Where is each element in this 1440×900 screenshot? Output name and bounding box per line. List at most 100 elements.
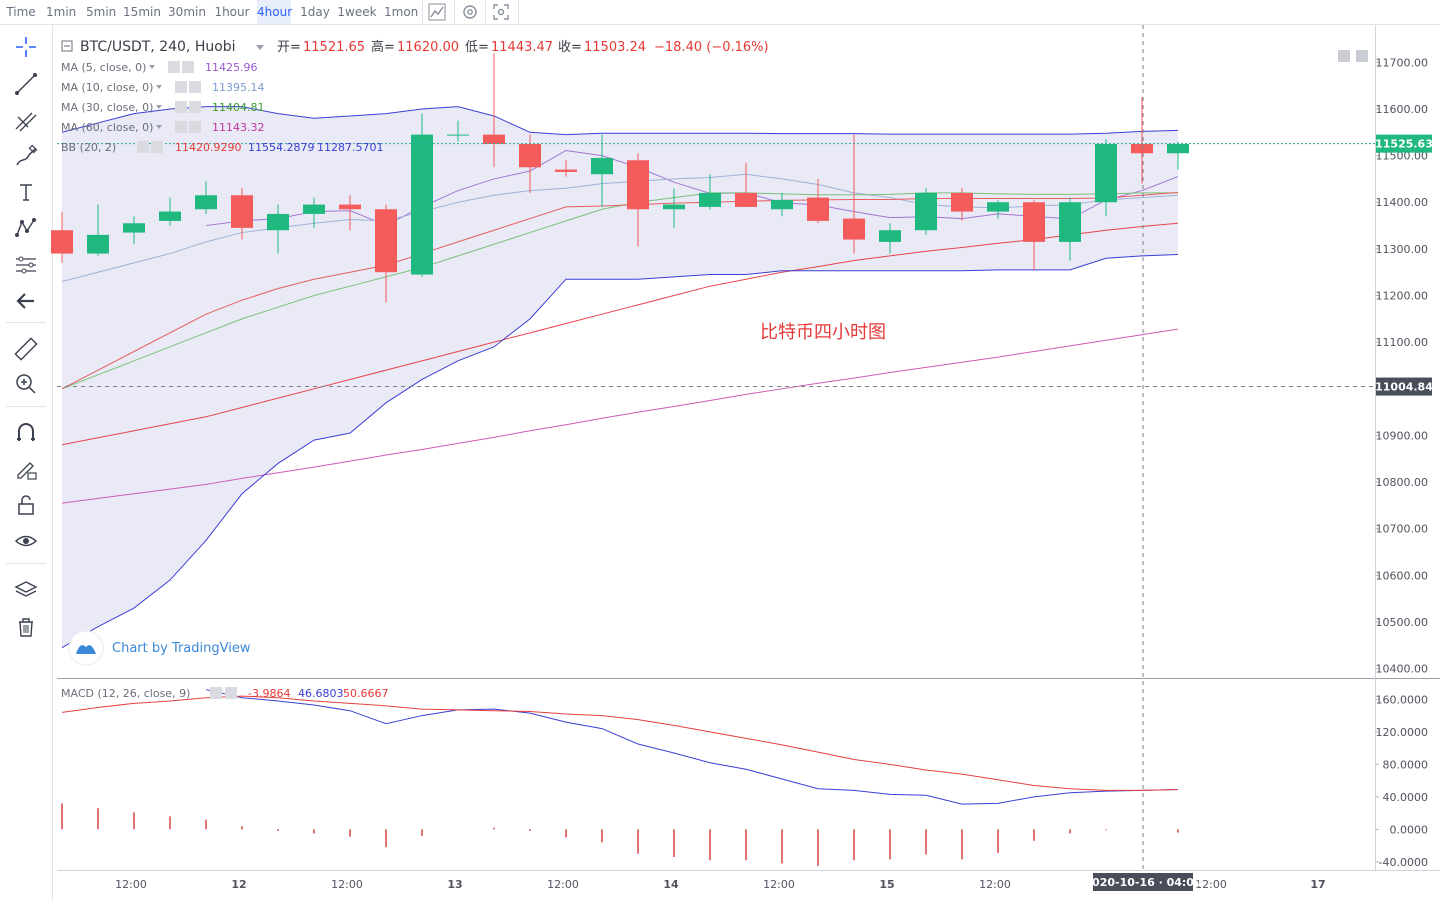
text-tool-icon[interactable] [12,178,40,206]
timeframe-1week[interactable]: 1week [337,5,377,19]
timeframe-4hour[interactable]: 4hour [257,0,292,24]
scale-down-icon[interactable] [1338,50,1350,62]
candle-body[interactable] [1059,202,1081,242]
timeframe-15min[interactable]: 15min [123,5,161,19]
indicator-chevron-icon[interactable] [156,105,162,109]
unlock-icon[interactable] [12,491,40,519]
lock-drawing-icon[interactable] [12,455,40,483]
candle-body[interactable] [51,230,73,254]
candle-body[interactable] [1023,202,1045,242]
candle-body[interactable] [159,211,181,221]
bb-basis-line [61,191,1179,390]
candle-body[interactable] [879,230,901,242]
candle-body[interactable] [375,209,397,273]
candle-body[interactable] [627,160,649,210]
candle-body[interactable] [195,195,217,210]
bb-settings-icon[interactable] [137,141,149,153]
time-tick-label: 12:00 [763,878,795,891]
candle-body[interactable] [843,218,865,240]
candle-body[interactable] [663,204,685,210]
macd-settings-icon[interactable] [210,687,222,699]
candle-body[interactable] [1095,143,1117,203]
indicator-remove-icon[interactable] [189,81,201,93]
indicator-value: 11143.32 [212,121,265,134]
bb-remove-icon[interactable] [151,141,163,153]
crosshair-icon[interactable] [12,33,40,61]
back-arrow-icon[interactable] [12,287,40,315]
zoom-in-icon[interactable] [12,370,40,398]
magnet-icon[interactable] [12,419,40,447]
candle-body[interactable] [87,234,109,254]
candle-body[interactable] [951,192,973,212]
candle-body[interactable] [303,204,325,214]
candle-body[interactable] [1167,143,1189,154]
eye-icon[interactable] [12,527,40,555]
indicator-settings-icon[interactable] [175,81,187,93]
candle-body[interactable] [915,192,937,231]
indicator-remove-icon[interactable] [189,121,201,133]
candle-body[interactable] [123,223,145,233]
tradingview-watermark[interactable]: Chart by TradingView [112,641,251,656]
settings-icon[interactable] [460,2,480,22]
price-tick-label: 11600.00 [1376,103,1429,116]
brush-icon[interactable] [12,143,40,171]
plot-area [57,25,1375,870]
candle-body[interactable] [447,134,469,136]
indicator-remove-icon[interactable] [182,61,194,73]
timeframe-30min[interactable]: 30min [168,5,206,19]
candle-body[interactable] [807,197,829,221]
timeframe-1hour[interactable]: 1hour [214,5,250,19]
time-tick-label: 12:00 [331,878,363,891]
timeframe-5min[interactable]: 5min [86,5,117,19]
price-tick-label: 11200.00 [1376,290,1429,303]
candle-body[interactable] [411,134,433,275]
candle-body[interactable] [1131,143,1153,154]
candle-body[interactable] [771,199,793,210]
candle-body[interactable] [267,213,289,231]
timeframe-1mon[interactable]: 1mon [384,5,419,19]
ohlc-open: 11521.65 [303,40,365,55]
screenshot-icon[interactable] [491,2,511,22]
candle-body[interactable] [555,169,577,172]
bb-upper-value: 11554.2879 [248,141,314,154]
macd-remove-icon[interactable] [225,687,237,699]
pattern-tool-icon[interactable] [12,214,40,242]
chevron-down-icon[interactable] [256,45,264,50]
indicator-chevron-icon[interactable] [149,65,155,69]
candle-body[interactable] [483,134,505,144]
price-tick-label: 10900.00 [1376,429,1429,442]
macd-tick-label: 0.0000 [1390,823,1429,836]
timeframe-1day[interactable]: 1day [300,5,330,19]
indicator-settings-icon[interactable] [175,121,187,133]
trash-icon[interactable] [12,613,40,641]
indicator-settings-icon[interactable] [168,61,180,73]
prediction-tool-icon[interactable] [12,251,40,279]
indicator-settings-icon[interactable] [175,101,187,113]
candle-body[interactable] [735,192,757,207]
fib-tool-icon[interactable] [12,107,40,135]
sidebar-divider [6,406,46,407]
ohlc-close-label: 收= [558,40,582,55]
candle-body[interactable] [987,202,1009,212]
timeframe-1min[interactable]: 1min [46,5,77,19]
indicator-chevron-icon[interactable] [156,85,162,89]
scale-up-icon[interactable] [1356,50,1368,62]
candle-body[interactable] [591,157,613,175]
trend-line-icon[interactable] [12,70,40,98]
candle-body[interactable] [699,192,721,207]
ohlc-change: −18.40 (−0.16%) [654,40,769,55]
indicator-label: MA (30, close, 0) [61,101,153,114]
indicator-remove-icon[interactable] [189,101,201,113]
timeframe-time[interactable]: Time [6,5,36,19]
candle-body[interactable] [339,204,361,210]
candle-body[interactable] [519,143,541,168]
ruler-icon[interactable] [12,335,40,363]
bb-upper-line [61,106,1179,136]
layers-icon[interactable] [12,576,40,604]
price-tick-label: 10600.00 [1376,569,1429,582]
candle-body[interactable] [231,195,253,228]
indicator-chevron-icon[interactable] [156,125,162,129]
chart-style-icon[interactable] [427,2,447,22]
collapse-legend-icon[interactable] [61,40,73,52]
